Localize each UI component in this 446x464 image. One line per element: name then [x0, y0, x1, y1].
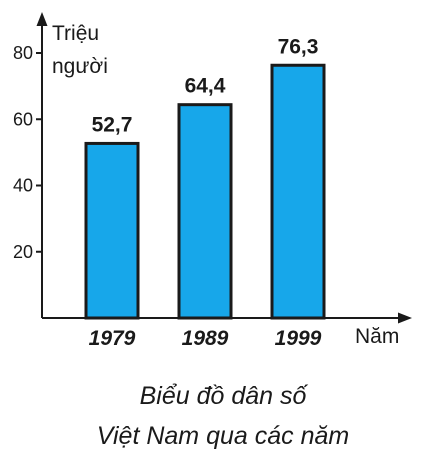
y-tick-label-20: 20: [13, 242, 33, 262]
y-tick-label-40: 40: [13, 176, 33, 196]
y-axis-arrow-icon: [36, 12, 48, 26]
x-ticks-group: 1979 1989 1999: [89, 327, 322, 350]
x-tick-label-1989: 1989: [182, 327, 229, 350]
y-ticks-group: 20 40 60 80: [13, 43, 42, 262]
data-label-1989: 64,4: [185, 75, 226, 98]
data-label-1999: 76,3: [278, 35, 319, 58]
x-axis-arrow-icon: [398, 312, 412, 324]
data-labels-group: 52,7 64,4 76,3: [92, 35, 319, 136]
chart-caption-line-2: Việt Nam qua các năm: [96, 422, 350, 450]
y-tick-label-80: 80: [13, 43, 33, 63]
y-tick-label-60: 60: [13, 109, 33, 129]
bar-1979: [84, 141, 140, 320]
x-tick-label-1979: 1979: [89, 327, 136, 350]
y-axis-title-line-1: Triệu: [52, 22, 99, 45]
x-tick-label-1999: 1999: [275, 327, 322, 350]
bar-1989: [177, 103, 233, 320]
x-axis-title: Năm: [355, 325, 399, 348]
bars-group: [84, 63, 326, 320]
bar-1999: [270, 63, 326, 320]
chart-caption-line-1: Biểu đồ dân số: [139, 382, 307, 410]
data-label-1979: 52,7: [92, 113, 133, 136]
y-axis-title-line-2: người: [52, 55, 108, 78]
